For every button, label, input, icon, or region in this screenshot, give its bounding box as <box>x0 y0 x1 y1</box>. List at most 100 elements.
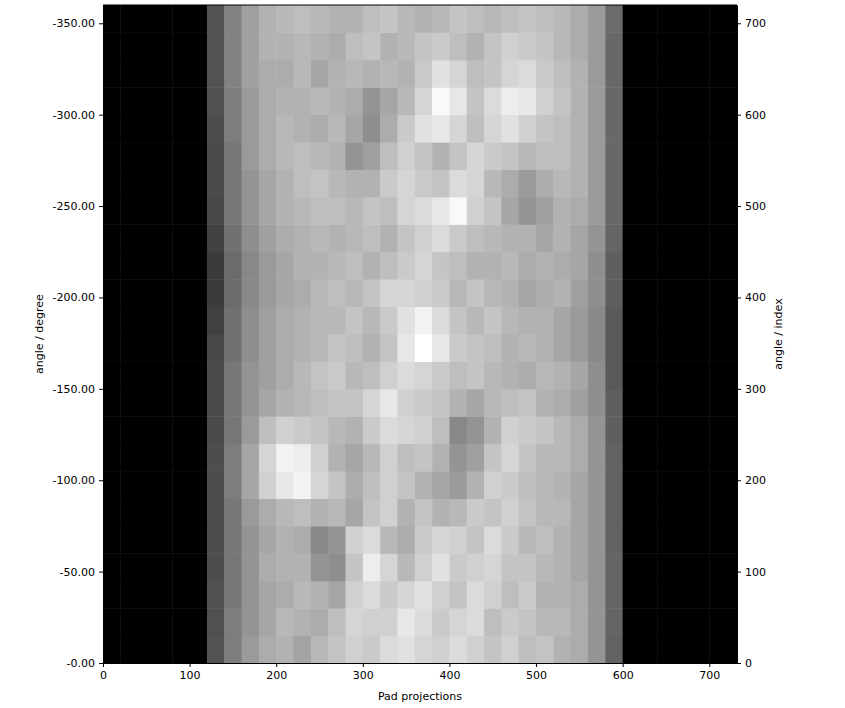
heatmap-cell <box>449 307 467 335</box>
heatmap-cell <box>207 608 225 636</box>
heatmap-cell <box>640 5 658 33</box>
heatmap-cell <box>242 553 260 581</box>
heatmap-cell <box>346 334 364 362</box>
heatmap-cell <box>380 334 398 362</box>
heatmap-cell <box>640 224 658 252</box>
heatmap-cell <box>467 197 485 225</box>
heatmap-cell <box>120 581 138 609</box>
heatmap-cell <box>397 636 415 663</box>
heatmap-cell <box>657 197 675 225</box>
heatmap-cell <box>242 499 260 527</box>
heatmap-cell <box>553 553 571 581</box>
tick: 300 <box>353 663 374 682</box>
heatmap-cell <box>415 252 433 280</box>
heatmap-cell <box>311 5 329 33</box>
heatmap-cell <box>657 115 675 143</box>
heatmap-cell <box>571 636 589 663</box>
heatmap-cell <box>242 334 260 362</box>
heatmap-cell <box>640 636 658 663</box>
heatmap-cell <box>190 444 208 472</box>
heatmap-cell <box>415 608 433 636</box>
heatmap-cell <box>727 499 737 527</box>
heatmap-cell <box>588 334 606 362</box>
heatmap-cell <box>363 224 381 252</box>
tick: -50.00 <box>60 566 103 579</box>
heatmap-cell <box>311 87 329 115</box>
heatmap-cell <box>709 87 727 115</box>
tick-mark <box>737 572 741 573</box>
heatmap-cell <box>623 170 641 198</box>
tick: 400 <box>737 291 766 304</box>
heatmap-cell <box>207 526 225 554</box>
heatmap-cell <box>397 142 415 170</box>
tick-mark <box>449 663 450 667</box>
heatmap-cell <box>640 307 658 335</box>
heatmap-cell <box>207 553 225 581</box>
heatmap-cell <box>519 608 537 636</box>
heatmap-cell <box>519 32 537 60</box>
heatmap-cell <box>363 361 381 389</box>
heatmap-cell <box>484 499 502 527</box>
tick-label: 300 <box>745 383 766 396</box>
heatmap-cell <box>103 32 121 60</box>
heatmap-cell <box>138 389 156 417</box>
heatmap-cell <box>415 5 433 33</box>
heatmap-cell <box>207 170 225 198</box>
heatmap-cell <box>692 115 710 143</box>
heatmap-cell <box>155 444 173 472</box>
heatmap-cell <box>242 389 260 417</box>
heatmap-cell <box>536 142 554 170</box>
heatmap-cell <box>207 636 225 663</box>
heatmap-cell <box>605 197 623 225</box>
heatmap-cell <box>397 608 415 636</box>
tick-mark <box>99 389 103 390</box>
heatmap-cell <box>467 526 485 554</box>
heatmap-cell <box>467 142 485 170</box>
heatmap-cell <box>605 334 623 362</box>
heatmap-cell <box>467 87 485 115</box>
heatmap-cell <box>242 87 260 115</box>
heatmap-cell <box>190 499 208 527</box>
heatmap-cell <box>467 60 485 88</box>
heatmap-cell <box>397 279 415 307</box>
heatmap-cell <box>675 334 693 362</box>
heatmap-cell <box>536 553 554 581</box>
heatmap-cell <box>311 526 329 554</box>
heatmap-cell <box>397 170 415 198</box>
heatmap-cell <box>328 197 346 225</box>
heatmap-cell <box>605 636 623 663</box>
heatmap-cell <box>467 361 485 389</box>
heatmap-cell <box>640 553 658 581</box>
heatmap-cell <box>294 115 312 143</box>
heatmap-cell <box>692 197 710 225</box>
heatmap-cell <box>259 5 277 33</box>
heatmap-cell <box>276 87 294 115</box>
heatmap-cell <box>242 170 260 198</box>
heatmap-cell <box>190 5 208 33</box>
heatmap-cell <box>640 87 658 115</box>
heatmap-cell <box>657 87 675 115</box>
heatmap-cell <box>363 60 381 88</box>
heatmap-cell <box>519 115 537 143</box>
tick: -0.00 <box>67 657 103 670</box>
heatmap-cell <box>467 224 485 252</box>
heatmap-cell <box>432 252 450 280</box>
heatmap-cell <box>363 197 381 225</box>
heatmap-cell <box>103 389 121 417</box>
heatmap-cell <box>397 252 415 280</box>
heatmap-cell <box>259 444 277 472</box>
heatmap-cell <box>242 142 260 170</box>
heatmap-cell <box>155 32 173 60</box>
heatmap-cell <box>727 581 737 609</box>
heatmap-cell <box>190 361 208 389</box>
tick-mark <box>99 115 103 116</box>
heatmap-cell <box>449 5 467 33</box>
heatmap-cell <box>120 307 138 335</box>
tick: 500 <box>526 663 547 682</box>
tick-mark <box>99 572 103 573</box>
heatmap-cell <box>588 471 606 499</box>
heatmap-cell <box>640 444 658 472</box>
heatmap-cell <box>190 307 208 335</box>
heatmap-cell <box>571 553 589 581</box>
heatmap-cell <box>138 224 156 252</box>
